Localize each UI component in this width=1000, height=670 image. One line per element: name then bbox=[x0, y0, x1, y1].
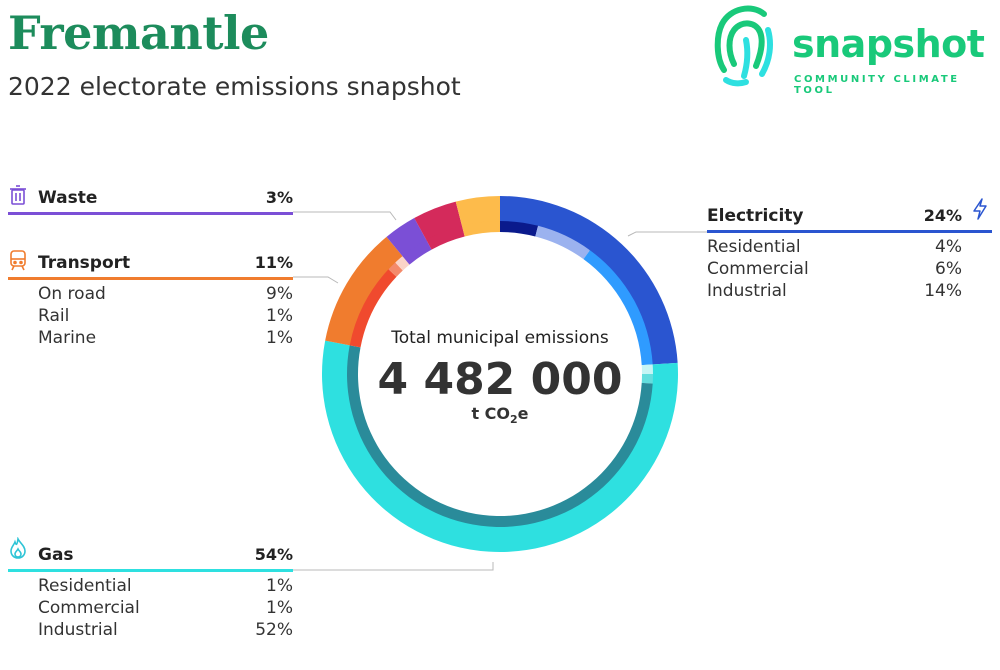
transport-label: Transport bbox=[38, 253, 131, 273]
electricity-item-commercial: Commercial 6% bbox=[707, 259, 962, 279]
transport-item-on-road: On road 9% bbox=[38, 284, 293, 304]
outer-slice-waste bbox=[386, 218, 427, 257]
electricity-label: Electricity bbox=[707, 206, 804, 226]
gas-item-industrial: Industrial 52% bbox=[38, 620, 293, 640]
inner-slice-transport-on-road bbox=[349, 269, 397, 348]
inner-slice-agriculture bbox=[426, 225, 465, 250]
total-label: Total municipal emissions bbox=[391, 328, 609, 348]
waste-pct: 3% bbox=[265, 188, 293, 207]
logo-wordmark: snapshot bbox=[792, 22, 985, 66]
snapshot-logo: snapshot COMMUNITY CLIMATE TOOL bbox=[712, 0, 1000, 96]
flame-icon bbox=[10, 537, 26, 559]
outer-slice-other bbox=[455, 196, 500, 227]
train-icon bbox=[10, 250, 26, 271]
inner-slice-gas-residential bbox=[641, 364, 653, 374]
total-value: 4 482 000 bbox=[377, 354, 623, 405]
outer-slice-transport bbox=[325, 236, 404, 346]
inner-slice-electricity-industrial bbox=[583, 250, 653, 366]
transport-connector bbox=[293, 276, 339, 284]
outer-slice-electricity bbox=[500, 196, 678, 365]
gas-item-commercial: Commercial 1% bbox=[38, 598, 293, 618]
transport-pct: 11% bbox=[254, 253, 293, 272]
total-unit: t CO2e bbox=[471, 404, 529, 427]
lightning-icon bbox=[973, 198, 987, 220]
trash-icon bbox=[10, 185, 26, 205]
electricity-item-residential: Residential 4% bbox=[707, 237, 962, 257]
inner-slice-transport-rail bbox=[388, 262, 403, 277]
fingerprint-icon bbox=[714, 5, 773, 87]
gas-legend: Gas 54% Residential 1% Commercial 1% Ind… bbox=[8, 537, 293, 642]
inner-slice-electricity-commercial bbox=[535, 225, 590, 260]
gas-label: Gas bbox=[38, 545, 74, 565]
inner-slice-electricity-residential bbox=[500, 221, 539, 237]
gas-connector bbox=[293, 562, 494, 571]
gas-pct: 54% bbox=[254, 545, 293, 564]
logo-tagline: COMMUNITY CLIMATE TOOL bbox=[794, 74, 960, 96]
outer-slice-agriculture bbox=[414, 201, 463, 241]
waste-legend: Waste 3% bbox=[8, 185, 293, 215]
electricity-item-industrial: Industrial 14% bbox=[707, 281, 962, 301]
transport-item-rail: Rail 1% bbox=[38, 306, 293, 326]
transport-legend: Transport 11% On road 9% Rail 1% Marine … bbox=[8, 250, 293, 350]
inner-slice-gas-commercial bbox=[641, 374, 653, 384]
waste-connector bbox=[293, 211, 397, 221]
inner-slice-other bbox=[461, 221, 500, 237]
inner-slice-waste bbox=[402, 239, 432, 265]
inner-slice-transport-marine bbox=[395, 256, 410, 271]
electricity-pct: 24% bbox=[923, 206, 962, 225]
electricity-legend: Electricity 24% Residential 4% Commercia… bbox=[707, 198, 992, 303]
electricity-connector bbox=[627, 231, 707, 237]
page-subtitle: 2022 electorate emissions snapshot bbox=[8, 72, 461, 101]
waste-label: Waste bbox=[38, 188, 98, 208]
gas-item-residential: Residential 1% bbox=[38, 576, 293, 596]
page-title: Fremantle bbox=[8, 6, 269, 60]
transport-item-marine: Marine 1% bbox=[38, 328, 293, 348]
outer-slice-gas bbox=[322, 340, 678, 552]
